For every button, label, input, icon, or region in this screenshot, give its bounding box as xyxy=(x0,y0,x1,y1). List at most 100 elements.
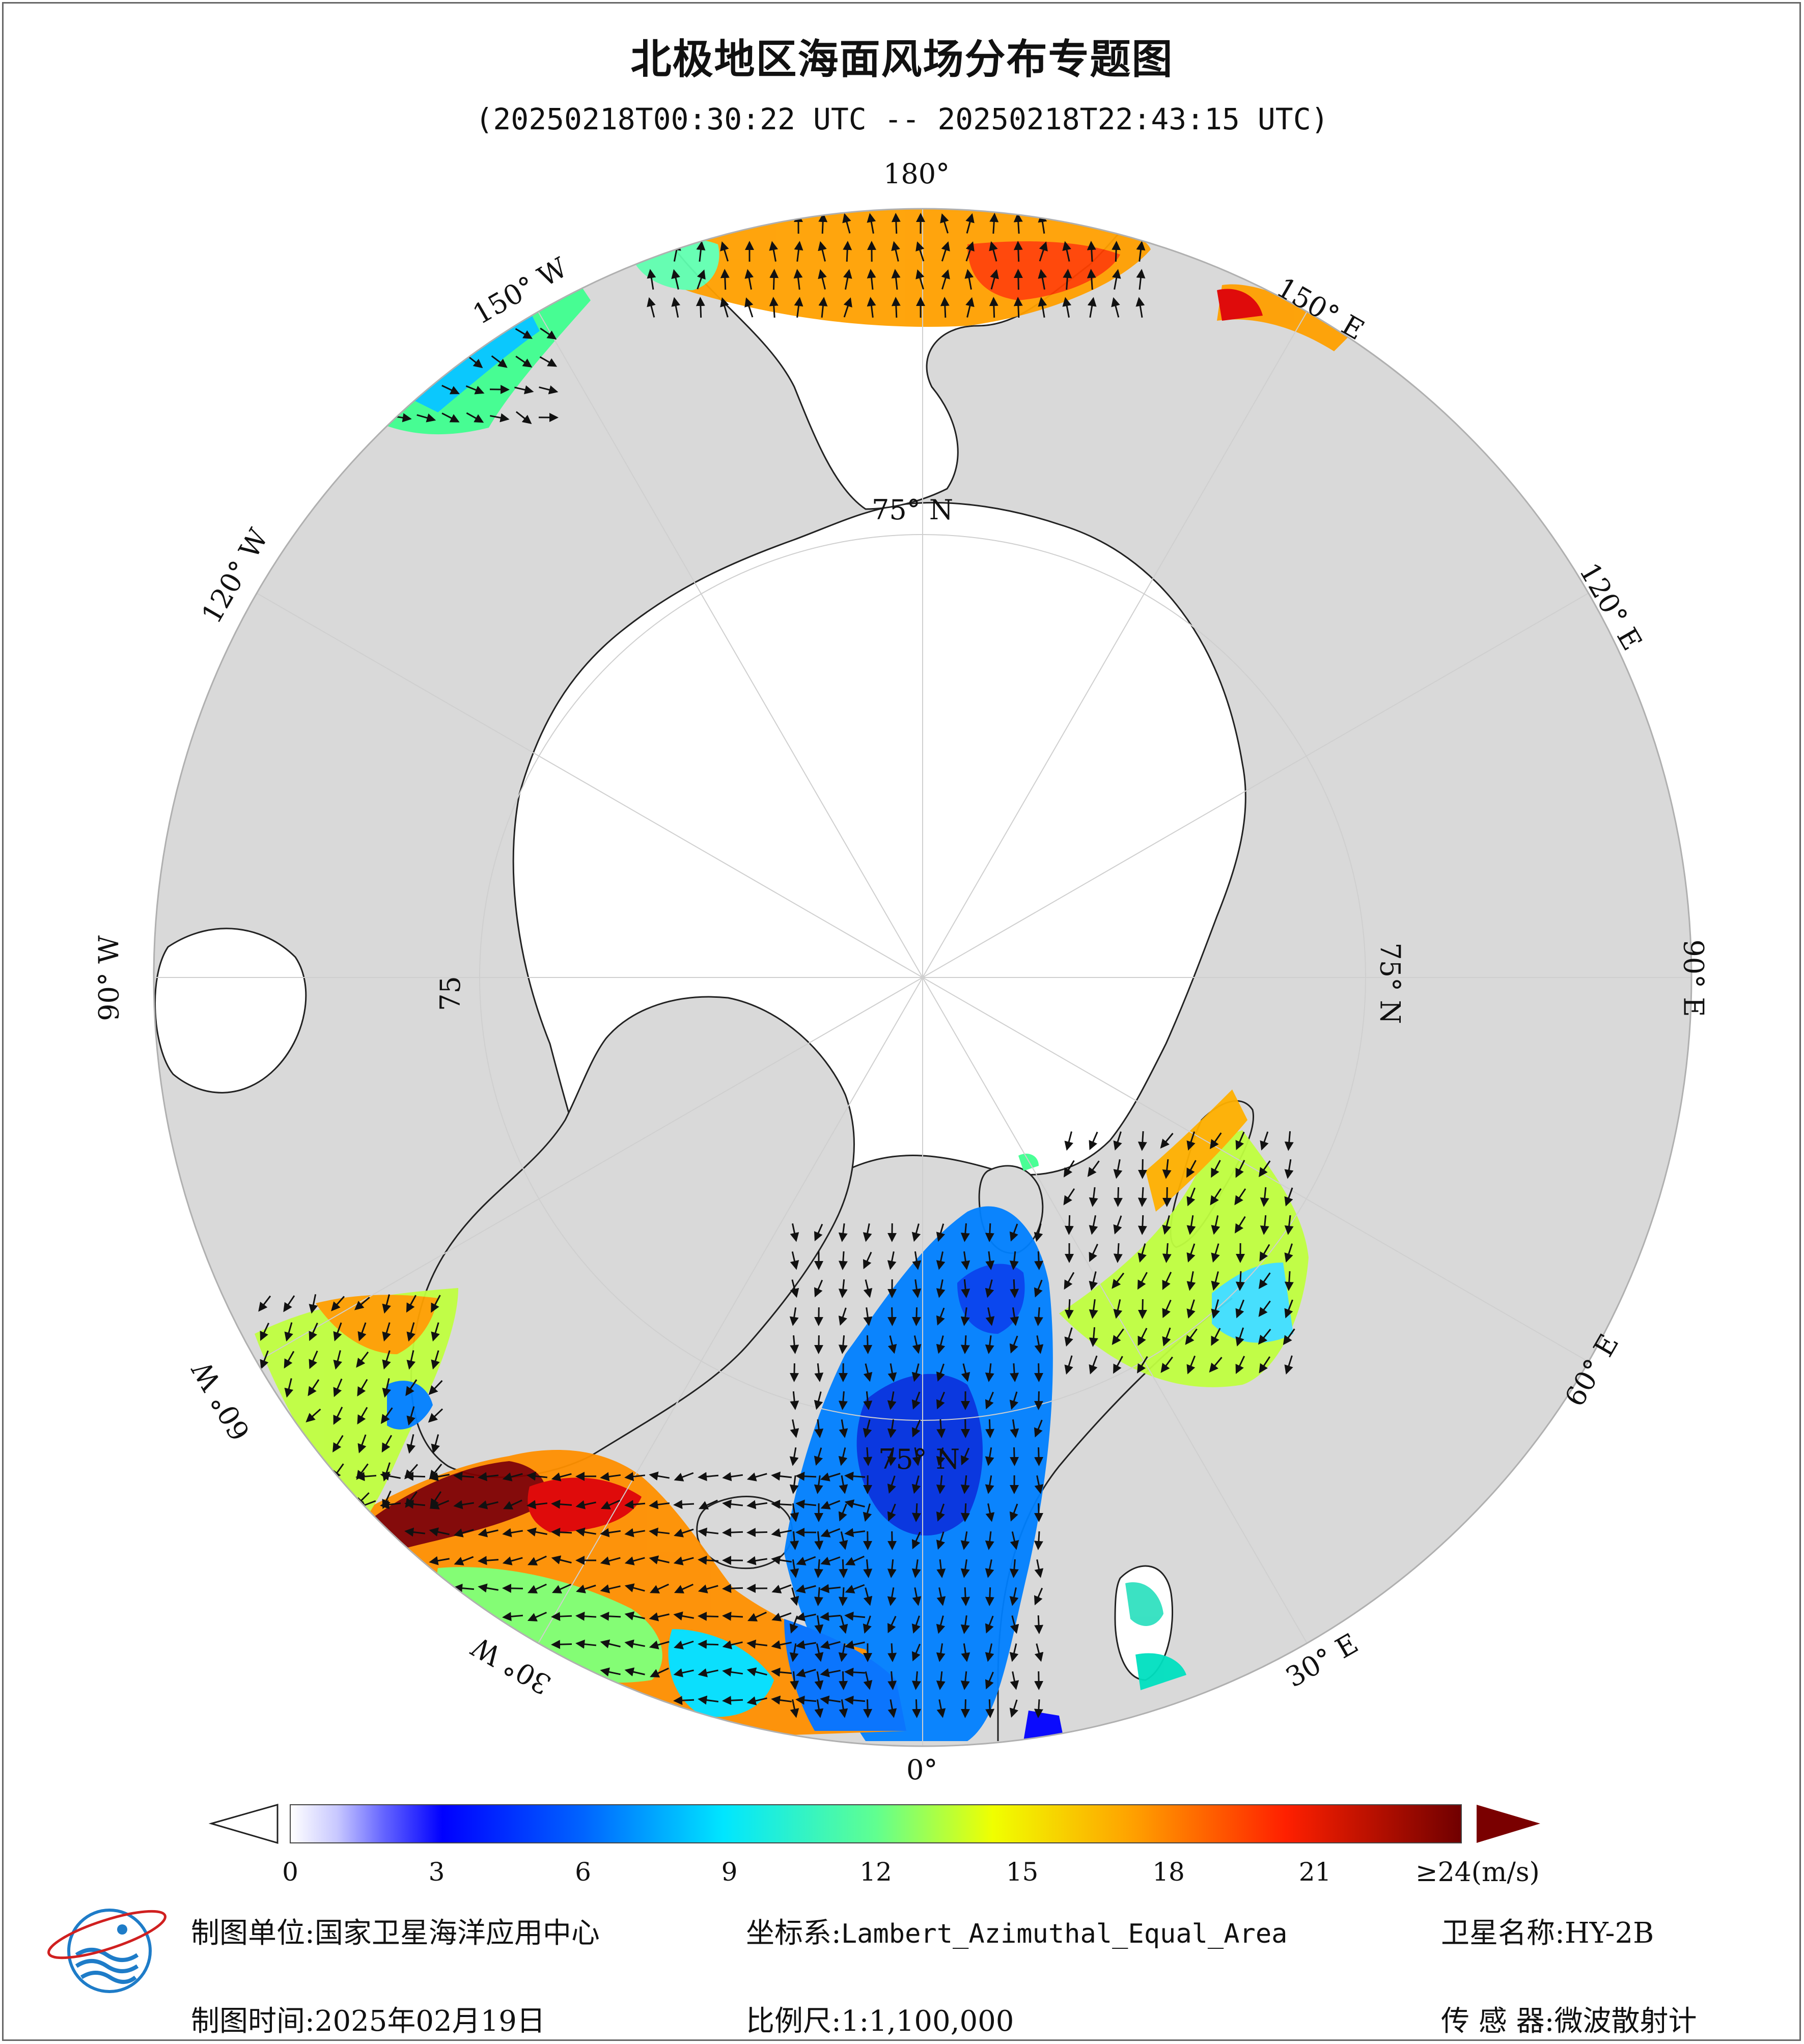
wind-arrow xyxy=(887,1531,897,1550)
wind-arrow xyxy=(936,1447,946,1466)
wind-arrow xyxy=(431,1322,440,1342)
wind-arrow xyxy=(1010,1615,1019,1634)
wind-arrow xyxy=(838,1587,848,1606)
wind-arrow xyxy=(796,1556,816,1565)
wind-arrow xyxy=(771,1584,792,1593)
wind-arrow xyxy=(698,1472,719,1481)
wind-arrow xyxy=(911,1419,921,1438)
wind-arrows xyxy=(258,213,1295,1718)
wind-arrow xyxy=(674,1472,694,1481)
wind-arrow xyxy=(887,1307,897,1326)
wind-arrow xyxy=(790,1699,799,1718)
wind-arrow xyxy=(283,1295,295,1312)
wind-arrow xyxy=(600,1611,621,1621)
wind-arrow xyxy=(647,297,656,318)
wind-arrow xyxy=(308,1379,320,1396)
wind-arrow xyxy=(1009,1251,1019,1270)
wind-arrow xyxy=(1258,1300,1271,1317)
footer-unit-value: 国家卫星海洋应用中心 xyxy=(314,1917,600,1950)
wind-arrow xyxy=(985,1363,994,1382)
wind-arrow xyxy=(839,1531,848,1550)
wind-arrow xyxy=(820,1640,841,1649)
wind-arrow xyxy=(818,297,828,318)
wind-arrow xyxy=(1235,1356,1245,1374)
wind-arrow xyxy=(526,1500,548,1509)
wind-arrow xyxy=(1013,213,1023,234)
wind-arrow xyxy=(309,1322,318,1341)
wind-arrow xyxy=(912,1279,922,1298)
wind-arrow xyxy=(1234,1216,1246,1234)
wind-patch-baltic xyxy=(1125,1582,1163,1626)
wind-arrow xyxy=(1038,297,1047,318)
wind-arrow xyxy=(382,1490,392,1509)
wind-arrow xyxy=(1113,1356,1123,1374)
wind-arrow xyxy=(820,1556,841,1565)
wind-arrow xyxy=(1284,1271,1294,1291)
wind-arrow xyxy=(1089,1187,1098,1207)
wind-arrow xyxy=(1009,1223,1018,1242)
wind-arrow xyxy=(380,1407,393,1424)
wind-arrow xyxy=(1162,1243,1172,1263)
wind-arrow xyxy=(671,297,681,318)
wind-arrow xyxy=(790,1251,799,1270)
wind-arrow xyxy=(989,297,998,318)
wind-arrow xyxy=(260,1350,269,1369)
wind-arrow xyxy=(1009,1503,1018,1522)
wind-arrow xyxy=(284,1351,295,1369)
wind-arrow xyxy=(540,327,557,340)
wind-arrow xyxy=(985,1643,994,1662)
wind-arrow xyxy=(1284,1215,1294,1235)
wind-arrow xyxy=(960,1223,970,1242)
wind-arrow xyxy=(284,1378,294,1398)
wind-arrow xyxy=(1034,1587,1043,1606)
wind-arrow xyxy=(936,1615,946,1634)
wind-arrow xyxy=(795,1668,816,1677)
wind-arrow xyxy=(309,1350,318,1369)
wind-arrow xyxy=(722,1472,743,1481)
wind-arrow xyxy=(794,297,803,318)
wind-arrow xyxy=(839,1699,848,1718)
wind-arrow xyxy=(863,1223,872,1242)
wind-arrow xyxy=(1034,1279,1043,1298)
colorbar-tick-label: 9 xyxy=(721,1857,738,1887)
wind-arrow xyxy=(961,1251,970,1270)
wind-arrow xyxy=(1186,1299,1196,1319)
wind-arrow xyxy=(1089,1299,1098,1319)
wind-arrow xyxy=(1235,1299,1245,1319)
wind-arrow xyxy=(842,213,851,234)
wind-arrow xyxy=(382,1462,391,1481)
wind-arrow xyxy=(1034,1615,1044,1634)
wind-arrow xyxy=(698,1695,719,1705)
wind-arrow xyxy=(406,1350,416,1370)
wind-arrow xyxy=(722,1640,743,1649)
wind-arrow xyxy=(430,1491,442,1508)
wind-arrow xyxy=(844,1611,866,1621)
wind-arrow xyxy=(790,1391,799,1410)
wind-arrow xyxy=(357,1379,368,1397)
wind-arrow xyxy=(961,1279,970,1298)
wind-arrow xyxy=(1209,1132,1222,1150)
wind-arrow xyxy=(936,1391,946,1410)
wind-arrow xyxy=(771,1471,792,1481)
wind-arrow xyxy=(1064,1327,1073,1347)
wind-arrow xyxy=(1034,1699,1043,1718)
wind-arrow xyxy=(624,1667,645,1676)
wind-arrow xyxy=(258,1295,271,1312)
wind-arrow xyxy=(673,1611,694,1621)
wind-arrow xyxy=(941,269,950,290)
wind-arrow xyxy=(1010,1531,1019,1550)
wind-arrow xyxy=(405,1491,418,1508)
wind-arrow xyxy=(795,1612,816,1621)
wind-arrow xyxy=(1010,1447,1019,1466)
wind-arrow xyxy=(814,1699,824,1718)
wind-arrow xyxy=(576,1584,596,1593)
wind-arrow xyxy=(789,1475,799,1494)
wind-arrow xyxy=(891,241,900,262)
wind-arrow xyxy=(575,1611,597,1621)
wind-arrow xyxy=(746,1639,768,1649)
wind-arrow xyxy=(985,1335,994,1354)
wind-arrow xyxy=(429,1527,450,1536)
map-title: 北极地区海面风场分布专题图 xyxy=(630,36,1174,83)
wind-arrow xyxy=(936,1363,945,1382)
